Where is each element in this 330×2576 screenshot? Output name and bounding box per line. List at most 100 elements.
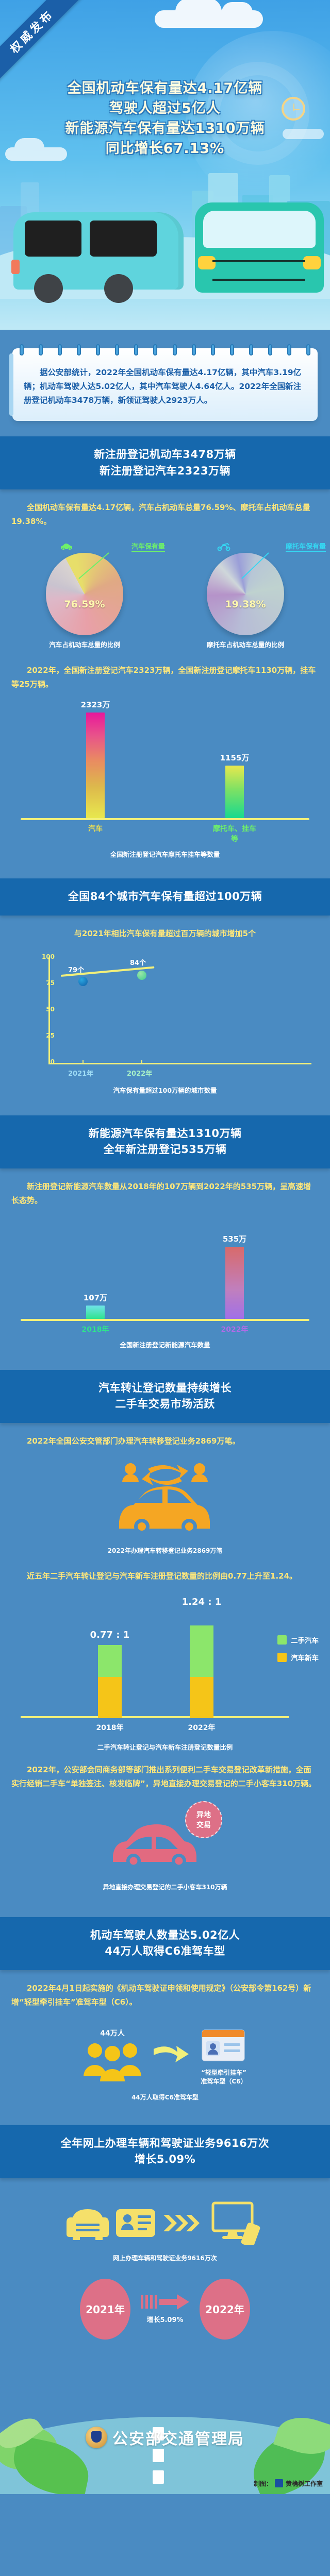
section-band-4: 汽车转让登记数量持续增长 二手车交易市场活跃 xyxy=(0,1369,330,1423)
bar-item-cars: 2323万 xyxy=(81,700,110,819)
section-1-lead-2: 2022年，全国新注册登记汽车2323万辆，全国新注册登记摩托车1130万辆，挂… xyxy=(11,666,316,689)
section-band-1: 新注册登记机动车3478万辆 新注册登记汽车2323万辆 xyxy=(0,436,330,490)
bar-motorcycles xyxy=(225,766,244,819)
pie-cars-caption: 汽车占机动车总量的比例 xyxy=(49,641,120,649)
license-card-label-2: 准驾车型（C6） xyxy=(201,2077,247,2085)
bar-chart-caption: 全国新注册登记汽车摩托车挂车等数量 xyxy=(110,851,220,859)
section-4-lead: 2022年全国公安交管部门办理汽车转移登记业务2869万笔。 xyxy=(27,1436,240,1446)
car-illustration xyxy=(0,185,330,303)
line-chart-xaxis xyxy=(48,1062,311,1064)
cloud-icon xyxy=(155,0,263,28)
license-card-label-1: “轻型牵引挂车” xyxy=(201,2069,246,2076)
transfer-icon-block: 2022年办理汽车转移登记业务2869万笔 xyxy=(0,1451,330,1558)
ytick-100: 100 xyxy=(41,953,55,960)
online-service-caption: 网上办理车辆和驾驶证业务9616万次 xyxy=(113,2254,217,2262)
pie-legend-cars: 汽车保有量 xyxy=(4,541,165,552)
police-emblem-icon xyxy=(86,2426,107,2448)
band-3-line-1: 新能源汽车保有量达1310万辆 xyxy=(88,1127,242,1140)
bar-chart-registrations: 2323万 1155万 汽车 摩托车、挂车等 全国新注册登记汽车摩托车挂车等数量 xyxy=(0,694,330,859)
studio-logo-icon xyxy=(274,2479,283,2488)
infographic-page: 权威发布 全国机动车保有量达4.17亿辆 驾驶人超过5亿人 新能源汽车保有量达1… xyxy=(0,0,330,2494)
growth-label: 增长5.09% xyxy=(146,2316,184,2325)
pie-motorcycles-wrap: 19.38% xyxy=(207,552,284,636)
cloud-icon xyxy=(5,138,67,161)
section-4-lead-3: 2022年，公安部会同商务部等部门推出系列便利二手车交易登记改革新措施，全面实行… xyxy=(11,1765,317,1788)
c6-caption: 44万人取得C6准驾车型 xyxy=(131,2093,199,2101)
bar-chart-nev-caption: 全国新注册登记新能源汽车数量 xyxy=(120,1341,210,1349)
hero-title-line-4: 同比增长67.13% xyxy=(105,141,225,157)
bar-item-2018: 107万 xyxy=(84,1293,107,1319)
bar-value-2022: 535万 xyxy=(222,1234,247,1244)
pie-motorcycles-value: 19.38% xyxy=(225,598,266,610)
credit-line: 制图： 黄桷树工作室 xyxy=(254,2479,323,2488)
computer-and-phone-icon xyxy=(211,2201,260,2245)
cloud-icon xyxy=(283,129,324,139)
headlight-left-icon xyxy=(198,256,216,269)
hero-header: 权威发布 全国机动车保有量达4.17亿辆 驾驶人超过5亿人 新能源汽车保有量达1… xyxy=(0,0,330,330)
notebook-rings xyxy=(20,344,310,355)
band-1-line-1: 新注册登记机动车3478万辆 xyxy=(94,448,236,461)
line-xlabel-2022: 2022年 xyxy=(127,1070,153,1078)
line-chart-caption: 汽车保有量超过100万辆的城市数量 xyxy=(113,1086,217,1094)
hero-title-block: 全国机动车保有量达4.17亿辆 驾驶人超过5亿人 新能源汽车保有量达1310万辆… xyxy=(0,0,330,159)
growth-arrow-group: 增长5.09% xyxy=(141,2294,189,2324)
pie-leader-line xyxy=(241,552,269,580)
section-1-lead: 全国机动车保有量达4.17亿辆，汽车占机动车总量76.59%、摩托车占机动车总量… xyxy=(11,503,310,527)
credit-prefix: 制图： xyxy=(253,2480,272,2487)
pie-cars-wrap: 76.59% xyxy=(46,552,123,636)
car-transfer-icon xyxy=(119,1463,210,1534)
car-icon xyxy=(60,543,72,550)
arrow-right-icon xyxy=(154,2045,189,2062)
band-6-line-2: 增长5.09% xyxy=(134,2153,196,2166)
bar-chart-xlabels: 汽车 摩托车、挂车等 xyxy=(26,823,304,844)
credit-studio: 黄桷树工作室 xyxy=(285,2480,323,2487)
legend-used-cars: 二手汽车 xyxy=(277,1635,319,1645)
pie-chart-motorcycles: 摩托车保有量 19.38% 摩托车占机动车总量的比例 xyxy=(165,541,326,649)
pie-leader-line xyxy=(78,552,109,580)
band-3-line-2: 全年新注册登记535万辆 xyxy=(103,1143,227,1156)
xlabel-2022: 2022年 xyxy=(221,1325,249,1334)
intro-note-card: 据公安部统计，2022年全国机动车保有量达4.17亿辆，其中汽车3.19亿辆；机… xyxy=(9,344,318,421)
band-6-line-1: 全年网上办理车辆和驾驶证业务9616万次 xyxy=(60,2137,270,2149)
bar-value-motorcycles: 1155万 xyxy=(220,753,250,763)
pie-chart-cars: 汽车保有量 76.59% 汽车占机动车总量的比例 xyxy=(4,541,165,649)
stack-new-2018 xyxy=(98,1676,122,1718)
stack-new-2022 xyxy=(190,1676,213,1718)
people-group: 44万人 xyxy=(81,2028,143,2084)
section-4-lead-2: 近五年二手汽车转让登记与汽车新车注册登记数量的比例由0.77上升至1.24。 xyxy=(27,1571,298,1581)
data-point-2022 xyxy=(137,970,146,980)
legend-swatch-used xyxy=(277,1635,287,1645)
stamp-line-1: 异地 xyxy=(196,1810,211,1819)
bar-value-2018: 107万 xyxy=(83,1293,108,1302)
remote-trade-stamp: 异地 交易 xyxy=(185,1801,222,1838)
section-band-3: 新能源汽车保有量达1310万辆 全年新注册登记535万辆 xyxy=(0,1115,330,1168)
legend-label-used: 二手汽车 xyxy=(291,1636,319,1645)
data-label-2022: 84个 xyxy=(130,959,146,967)
xlabel-cars: 汽车 xyxy=(88,825,103,834)
legend-swatch-new xyxy=(277,1652,287,1662)
legend-label-new: 汽车新车 xyxy=(291,1654,319,1663)
pie-legend-motorcycles: 摩托车保有量 xyxy=(165,541,326,552)
bar-item-2022: 535万 xyxy=(223,1234,246,1319)
license-card-group: “轻型牵引挂车” 准驾车型（C6） xyxy=(199,2027,249,2086)
line-chart-plot: 100 75 50 25 0 79个 84个 2021年 2022年 xyxy=(31,953,311,1078)
motorcycle-icon xyxy=(218,543,230,551)
bar-chart-axis xyxy=(21,818,309,821)
online-service-block: 网上办理车辆和驾驶证业务9616万次 xyxy=(0,2178,330,2265)
stacked-chart-plot: 0.77 : 1 2018年 1.24 : 1 2022年 二手汽车 xyxy=(21,1597,319,1732)
road-dashes xyxy=(153,2427,164,2494)
remote-trade-caption: 异地直接办理交易登记的二手小客车310万辆 xyxy=(103,1883,227,1891)
stacked-ratio-chart: 0.77 : 1 2018年 1.24 : 1 2022年 二手汽车 xyxy=(0,1586,330,1752)
band-1-line-2: 新注册登记汽车2323万辆 xyxy=(100,464,230,477)
minivan-icon xyxy=(11,212,184,303)
section-band-2: 全国84个城市汽车保有量超过100万辆 xyxy=(0,878,330,916)
stack-col-2022: 1.24 : 1 2022年 xyxy=(182,1597,222,1732)
stack-value-2018: 0.77 : 1 xyxy=(90,1629,130,1640)
people-icon xyxy=(84,2043,141,2081)
ytick-0: 0 xyxy=(50,1058,55,1065)
pink-car-icon xyxy=(113,1824,196,1868)
stamp-line-2: 交易 xyxy=(196,1821,211,1829)
bar-item-motorcycles: 1155万 xyxy=(220,753,249,819)
band-5-line-1: 机动车驾驶人数量达5.02亿人 xyxy=(90,1928,240,1941)
drivers-license-icon xyxy=(202,2029,245,2061)
